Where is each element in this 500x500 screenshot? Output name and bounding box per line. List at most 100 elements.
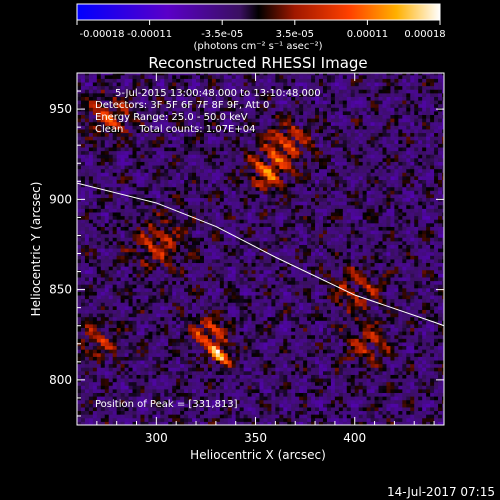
heatmap-cell xyxy=(92,150,98,155)
heatmap-cell xyxy=(267,266,272,271)
heatmap-cell xyxy=(259,287,264,292)
heatmap-cell xyxy=(124,266,130,271)
heatmap-cell xyxy=(231,417,237,422)
heatmap-cell xyxy=(243,89,249,94)
heatmap-cell xyxy=(148,78,153,83)
heatmap-cell xyxy=(271,392,276,397)
heatmap-cell xyxy=(77,139,82,144)
heatmap-cell xyxy=(247,378,253,383)
heatmap-cell xyxy=(128,201,134,206)
heatmap-cell xyxy=(148,360,153,365)
heatmap-cell xyxy=(176,190,181,195)
heatmap-cell xyxy=(160,82,165,87)
heatmap-cell xyxy=(196,309,201,314)
heatmap-cell xyxy=(271,190,276,195)
heatmap-cell xyxy=(108,128,114,134)
heatmap-cell xyxy=(172,414,177,419)
heatmap-cell xyxy=(120,320,126,325)
heatmap-cell xyxy=(80,161,86,166)
heatmap-cell xyxy=(188,237,193,242)
heatmap-cell xyxy=(156,183,161,188)
colorbar: -0.00018 -0.00011 -3.5e-05 3.5e-05 0.00011 0.… xyxy=(76,3,446,52)
heatmap-cell xyxy=(255,197,261,202)
heatmap-cell xyxy=(255,349,261,354)
heatmap-cell xyxy=(255,309,261,314)
heatmap-cell xyxy=(116,219,122,224)
heatmap-cell xyxy=(267,172,272,177)
heatmap-cell xyxy=(77,201,82,206)
heatmap-cell xyxy=(152,74,157,79)
heatmap-cell xyxy=(144,305,149,310)
heatmap-cell xyxy=(168,73,173,76)
heatmap-cell xyxy=(132,139,138,144)
heatmap-cell xyxy=(164,309,169,314)
heatmap-cell xyxy=(188,78,193,83)
heatmap-cell xyxy=(255,208,261,213)
heatmap-cell xyxy=(223,284,229,289)
heatmap-cell xyxy=(168,291,173,296)
heatmap-cell xyxy=(156,323,161,329)
heatmap-cell xyxy=(251,85,257,90)
heatmap-cell xyxy=(140,157,145,162)
heatmap-cell xyxy=(251,374,257,379)
heatmap-cell xyxy=(275,287,280,292)
heatmap-cell xyxy=(128,237,134,242)
heatmap-cell xyxy=(132,295,138,300)
heatmap-cell xyxy=(172,204,177,209)
heatmap-cell xyxy=(251,273,257,278)
heatmap-cell xyxy=(267,269,272,274)
heatmap-cell xyxy=(219,208,225,213)
heatmap-cell xyxy=(188,89,193,94)
heatmap-cell xyxy=(112,226,118,231)
heatmap-cell xyxy=(235,233,241,238)
heatmap-cell xyxy=(219,403,225,408)
heatmap-cell xyxy=(275,396,280,401)
heatmap-cell xyxy=(148,341,153,347)
heatmap-cell xyxy=(104,280,110,285)
heatmap-cell xyxy=(80,334,86,339)
heatmap-cell xyxy=(92,287,98,292)
heatmap-cell xyxy=(148,320,153,325)
heatmap-cell xyxy=(128,197,134,202)
heatmap-cell xyxy=(164,197,169,202)
heatmap-cell xyxy=(263,410,268,415)
heatmap-cell xyxy=(160,233,165,238)
heatmap-cell xyxy=(128,367,134,372)
heatmap-cell xyxy=(207,74,213,79)
heatmap-cell xyxy=(84,78,90,83)
heatmap-cell xyxy=(227,186,233,191)
heatmap-cell xyxy=(215,295,221,300)
heatmap-cell xyxy=(116,175,122,181)
heatmap-cell xyxy=(80,338,86,343)
heatmap-cell xyxy=(176,417,181,422)
heatmap-cell xyxy=(188,100,193,105)
heatmap-cell xyxy=(235,305,241,310)
heatmap-cell xyxy=(239,121,245,126)
heatmap-cell xyxy=(255,287,261,292)
heatmap-cell xyxy=(207,414,213,419)
heatmap-cell xyxy=(136,230,141,235)
heatmap-cell xyxy=(231,172,237,177)
heatmap-cell xyxy=(144,320,149,325)
heatmap-cell xyxy=(152,186,157,191)
heatmap-cell xyxy=(199,305,205,310)
heatmap-cell xyxy=(227,132,233,137)
heatmap-cell xyxy=(227,211,233,217)
heatmap-cell xyxy=(196,175,201,181)
heatmap-cell xyxy=(275,222,280,227)
heatmap-cell xyxy=(88,370,94,375)
heatmap-cell xyxy=(235,132,241,137)
heatmap-cell xyxy=(104,165,110,170)
heatmap-cell xyxy=(136,363,141,368)
heatmap-cell xyxy=(271,147,276,152)
heatmap-cell xyxy=(92,421,98,425)
heatmap-cell xyxy=(184,388,189,394)
heatmap-cell xyxy=(140,215,145,220)
heatmap-cell xyxy=(231,392,237,397)
heatmap-cell xyxy=(180,352,185,357)
heatmap-cell xyxy=(100,327,106,332)
heatmap-cell xyxy=(227,183,233,188)
heatmap-cell xyxy=(84,345,90,350)
heatmap-cell xyxy=(164,388,169,394)
heatmap-cell xyxy=(164,193,169,199)
